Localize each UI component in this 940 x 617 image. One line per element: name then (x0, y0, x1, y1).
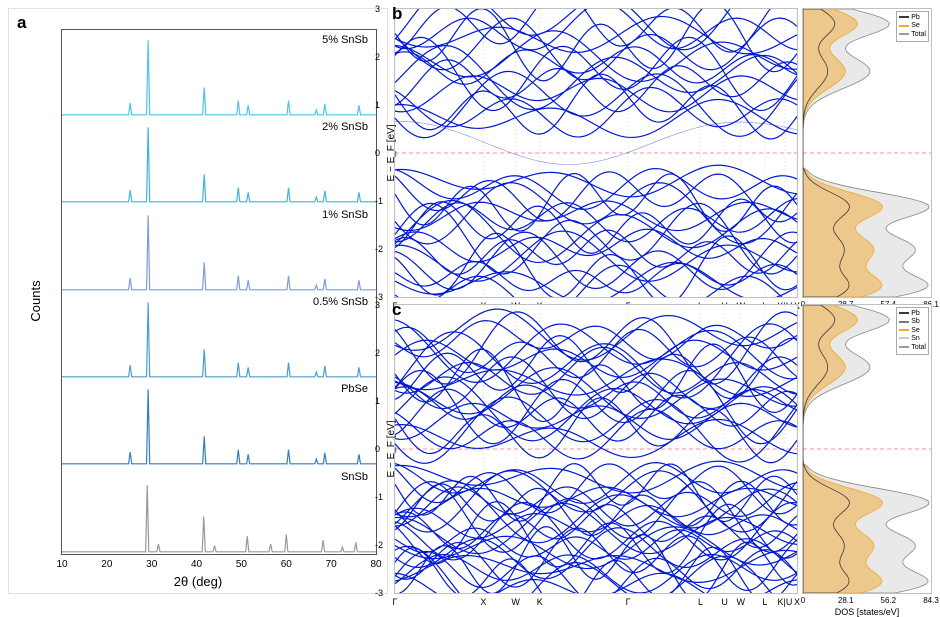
kpoint-label: L (698, 597, 703, 607)
dos-legend-item: Se (899, 22, 926, 30)
xrd-xtick: 60 (281, 559, 292, 570)
xrd-trace: 2% SnSb (62, 117, 376, 204)
dos-legend-item: Sn (899, 335, 926, 343)
xrd-trace-label: SnSb (341, 471, 368, 483)
xrd-xtick: 30 (146, 559, 157, 570)
legend-swatch (899, 33, 909, 35)
legend-label: Pb (911, 310, 920, 317)
panel-a-ylabel: Counts (28, 280, 43, 321)
panel-b: b E − E_F [eV] -3-2-10123ΓXWKΓLUWLK|UX 0… (394, 8, 932, 298)
dos-legend-item: Pb (899, 310, 926, 318)
band-ytick: -2 (375, 540, 383, 550)
dos-xtick: 56.2 (881, 596, 897, 605)
legend-swatch (899, 346, 909, 348)
legend-label: Total (911, 344, 926, 351)
xrd-xtick: 70 (326, 559, 337, 570)
dos-legend-item: Se (899, 327, 926, 335)
legend-label: Se (911, 327, 920, 334)
band-ytick: 3 (375, 300, 380, 310)
xrd-trace-label: 0.5% SnSb (313, 296, 368, 308)
dos-legend: PbSe Total (896, 11, 929, 42)
dos-xtick: 84.3 (923, 596, 939, 605)
right-column: b E − E_F [eV] -3-2-10123ΓXWKΓLUWLK|UX 0… (394, 8, 932, 594)
band-ytick: 3 (375, 4, 380, 14)
legend-swatch (899, 337, 909, 339)
dos-legend-item: Sb (899, 318, 926, 326)
band-ytick: 0 (375, 148, 380, 158)
panel-a-label: a (17, 13, 26, 33)
dos-xlabel: DOS [states/eV] (835, 607, 900, 617)
dos-legend: PbSb SeSn Total (896, 307, 929, 355)
panel-b-label: b (392, 4, 402, 24)
panel-c: c E − E_F [eV] -3-2-10123ΓXWKΓLUWLK|UX 0… (394, 304, 932, 594)
kpoint-label: X (480, 597, 486, 607)
xrd-trace-label: PbSe (341, 383, 368, 395)
kpoint-label: W (511, 597, 520, 607)
figure-container: a Counts 10203040506070805% SnSb2% SnSb1… (0, 0, 940, 602)
dos-legend-item: Total (899, 31, 926, 39)
panel-c-bands: E − E_F [eV] -3-2-10123ΓXWKΓLUWLK|UX (394, 304, 798, 594)
legend-label: Sb (911, 318, 920, 325)
legend-swatch (899, 16, 909, 18)
legend-swatch (899, 25, 909, 27)
band-ytick: 0 (375, 444, 380, 454)
xrd-trace: PbSe (62, 379, 376, 466)
legend-label: Pb (911, 14, 920, 21)
xrd-xtick: 10 (56, 559, 67, 570)
legend-label: Sn (911, 335, 920, 342)
kpoint-label: L (762, 597, 767, 607)
xrd-trace-label: 1% SnSb (322, 209, 368, 221)
panel-c-label: c (392, 300, 401, 320)
dos-legend-item: Pb (899, 14, 926, 22)
xrd-trace: SnSb (62, 467, 376, 554)
panel-b-bands: E − E_F [eV] -3-2-10123ΓXWKΓLUWLK|UX (394, 8, 798, 298)
dos-xtick: 0 (801, 596, 805, 605)
kpoint-label: U (721, 597, 728, 607)
band-ytick: -1 (375, 492, 383, 502)
dos-legend-item: Total (899, 344, 926, 352)
panel-a-xlabel: 2θ (deg) (174, 574, 222, 589)
xrd-trace-label: 5% SnSb (322, 34, 368, 46)
legend-label: Se (911, 22, 920, 29)
band-ytick: -1 (375, 196, 383, 206)
panel-a: a Counts 10203040506070805% SnSb2% SnSb1… (8, 8, 388, 594)
xrd-xtick: 40 (191, 559, 202, 570)
legend-label: Total (911, 31, 926, 38)
legend-swatch (899, 329, 909, 331)
band-ytick: 1 (375, 396, 380, 406)
xrd-trace: 1% SnSb (62, 205, 376, 292)
legend-swatch (899, 312, 909, 314)
kpoint-label: K (537, 597, 543, 607)
band-ytick: -2 (375, 244, 383, 254)
xrd-trace-label: 2% SnSb (322, 121, 368, 133)
legend-swatch (899, 321, 909, 323)
xrd-plot-area: 10203040506070805% SnSb2% SnSb1% SnSb0.5… (61, 29, 377, 555)
panel-c-dos: 028.156.284.3DOS [states/eV]PbSbSeSnTota… (802, 304, 932, 594)
xrd-trace: 5% SnSb (62, 30, 376, 117)
band-ytick: 2 (375, 348, 380, 358)
band-ytick: 2 (375, 52, 380, 62)
panel-b-dos: 028.757.486.1DOS [states/eV]PbSeTotal (802, 8, 932, 298)
kpoint-label: X (794, 597, 800, 607)
band-ytick: -3 (375, 588, 383, 598)
band-ytick: 1 (375, 100, 380, 110)
kpoint-label: Γ (393, 597, 398, 607)
kpoint-label: K|U (778, 597, 793, 607)
xrd-xtick: 50 (236, 559, 247, 570)
xrd-trace: 0.5% SnSb (62, 292, 376, 379)
dos-xtick: 28.1 (838, 596, 854, 605)
xrd-xtick: 20 (101, 559, 112, 570)
kpoint-label: Γ (626, 597, 631, 607)
kpoint-label: W (736, 597, 745, 607)
xrd-xtick: 80 (370, 559, 381, 570)
